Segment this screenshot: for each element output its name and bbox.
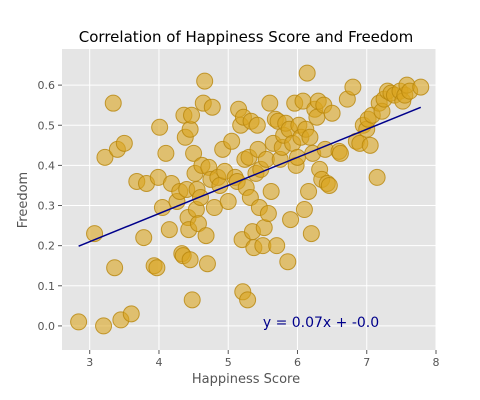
y-tick-label: 0.2	[38, 240, 56, 253]
data-point	[282, 211, 300, 229]
x-tick-label: 3	[86, 356, 93, 369]
data-point	[122, 305, 140, 323]
data-point	[70, 313, 88, 331]
data-point	[279, 253, 297, 271]
regression-equation: y = 0.07x + -0.0	[263, 315, 379, 331]
y-tick-label: 0.5	[38, 119, 56, 132]
data-point	[196, 72, 214, 90]
data-point	[95, 317, 113, 335]
data-point	[301, 128, 319, 146]
data-point	[135, 229, 153, 247]
data-point	[151, 118, 169, 136]
x-tick-label: 6	[294, 356, 301, 369]
data-point	[298, 64, 316, 82]
data-point	[115, 134, 133, 152]
data-point	[181, 120, 199, 138]
data-point	[368, 168, 386, 186]
x-tick-label: 8	[433, 356, 440, 369]
y-tick-label: 0.4	[38, 159, 56, 172]
data-point	[323, 104, 341, 122]
data-point	[183, 291, 201, 309]
data-point	[320, 176, 338, 194]
data-point	[302, 225, 320, 243]
data-point	[203, 98, 221, 116]
y-tick-label: 0.3	[38, 200, 56, 213]
x-axis-label: Happiness Score	[192, 372, 300, 387]
data-point	[160, 221, 178, 239]
data-point	[189, 215, 207, 233]
data-point	[185, 144, 203, 162]
data-point	[183, 106, 201, 124]
x-axis-ticks: 3 4 5 6 7 8	[86, 350, 440, 369]
data-point	[198, 255, 216, 273]
data-point	[259, 205, 277, 223]
data-point	[148, 259, 166, 277]
data-point	[262, 182, 280, 200]
data-point	[197, 227, 215, 245]
x-tick-label: 4	[155, 356, 162, 369]
data-point	[361, 136, 379, 154]
data-point	[261, 94, 279, 112]
data-point	[223, 132, 241, 150]
y-axis-label: Freedom	[16, 172, 31, 228]
data-point	[181, 251, 199, 269]
data-point	[412, 78, 430, 96]
data-point	[157, 144, 175, 162]
data-point	[300, 182, 318, 200]
chart-title: Correlation of Happiness Score and Freed…	[79, 28, 413, 46]
data-point	[96, 148, 114, 166]
y-axis-ticks: 0.0 0.1 0.2 0.3 0.4 0.5 0.6	[38, 79, 62, 333]
x-tick-label: 5	[225, 356, 232, 369]
data-point	[268, 237, 286, 255]
regression-line	[78, 106, 422, 247]
y-tick-label: 0.6	[38, 79, 56, 92]
y-tick-label: 0.0	[38, 320, 56, 333]
data-point	[104, 94, 122, 112]
y-tick-label: 0.1	[38, 280, 56, 293]
data-point	[331, 144, 349, 162]
data-point	[106, 259, 124, 277]
data-point	[295, 201, 313, 219]
data-point	[153, 199, 171, 217]
data-point	[344, 78, 362, 96]
data-point	[219, 193, 237, 211]
data-point	[248, 116, 266, 134]
x-tick-label: 7	[363, 356, 370, 369]
data-point	[239, 291, 257, 309]
data-point	[255, 219, 273, 237]
